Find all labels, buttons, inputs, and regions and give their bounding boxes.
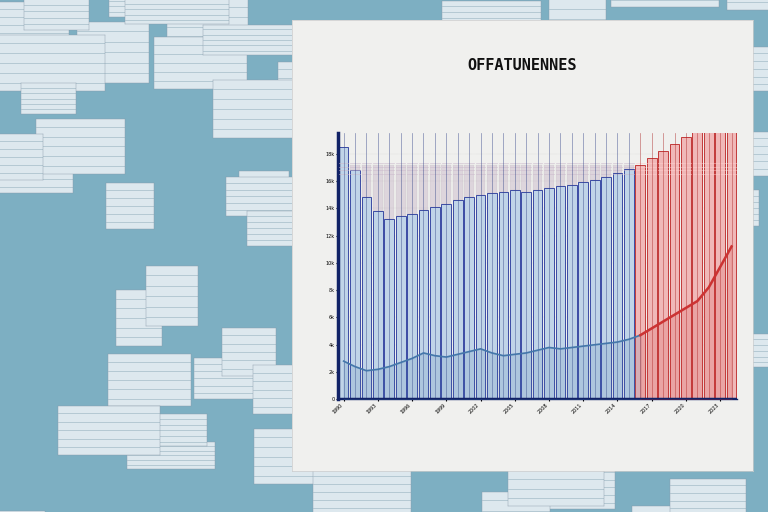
Bar	[442, 204, 451, 399]
Bar	[350, 164, 360, 170]
Bar	[442, 164, 451, 204]
Bar	[590, 180, 600, 399]
Bar	[601, 164, 611, 177]
Bar	[658, 151, 668, 399]
Bar	[510, 190, 520, 399]
Bar	[350, 170, 360, 399]
Bar	[693, 131, 702, 399]
Bar	[578, 182, 588, 399]
Bar	[613, 164, 622, 173]
Bar	[373, 211, 382, 399]
Bar	[453, 164, 462, 200]
Bar	[567, 164, 577, 185]
Bar	[533, 190, 542, 399]
Text: OFFATUNENNES: OFFATUNENNES	[468, 58, 577, 73]
Bar	[339, 147, 349, 399]
Bar	[521, 164, 531, 192]
Bar	[498, 164, 508, 192]
Bar	[727, 96, 737, 399]
Bar	[465, 197, 474, 399]
Bar	[567, 185, 577, 399]
Bar	[624, 164, 634, 168]
Bar	[545, 164, 554, 188]
Bar	[453, 200, 462, 399]
Bar	[601, 177, 611, 399]
Bar	[385, 164, 394, 219]
Bar	[545, 188, 554, 399]
Bar	[373, 164, 382, 211]
Bar	[510, 164, 520, 190]
Bar	[362, 164, 371, 197]
Bar	[475, 195, 485, 399]
Bar	[704, 123, 713, 399]
Bar	[430, 164, 440, 207]
Bar	[475, 164, 485, 195]
Bar	[430, 207, 440, 399]
Bar	[635, 164, 645, 399]
Bar	[419, 164, 429, 209]
Bar	[407, 214, 417, 399]
Bar	[487, 164, 497, 193]
Bar	[613, 173, 622, 399]
Bar	[465, 164, 474, 197]
Bar	[487, 193, 497, 399]
Bar	[419, 209, 429, 399]
Bar	[681, 137, 690, 399]
Bar	[396, 164, 406, 217]
Bar	[715, 110, 725, 399]
Bar	[578, 164, 588, 182]
Bar	[647, 158, 657, 399]
Bar	[555, 186, 565, 399]
Bar	[362, 197, 371, 399]
Bar	[533, 164, 542, 190]
Bar	[498, 192, 508, 399]
Bar	[521, 192, 531, 399]
Bar	[624, 168, 634, 399]
Bar	[590, 164, 600, 180]
Bar	[385, 219, 394, 399]
Bar	[407, 164, 417, 214]
Bar	[555, 164, 565, 186]
Bar	[670, 144, 680, 399]
Bar	[396, 217, 406, 399]
